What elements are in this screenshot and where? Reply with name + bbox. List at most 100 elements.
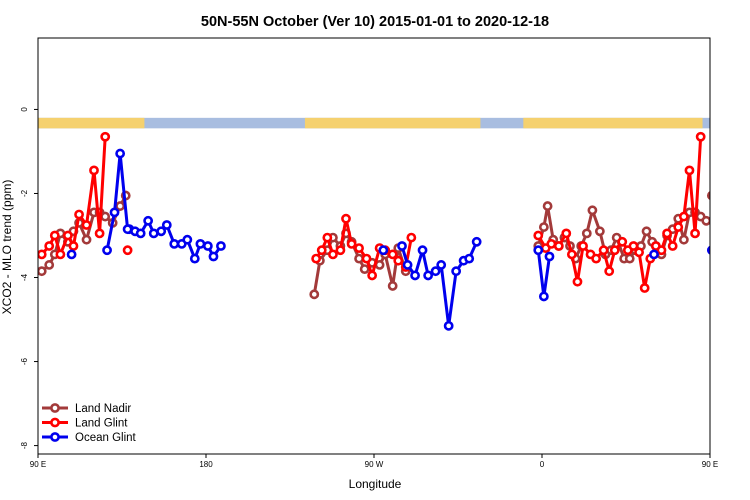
data-point	[578, 241, 588, 251]
data-point	[335, 245, 346, 256]
x-tick-label: 0	[540, 460, 545, 469]
data-point	[678, 234, 689, 245]
data-point	[639, 283, 650, 293]
data-point	[587, 205, 598, 216]
data-point	[189, 253, 200, 264]
axes: 90 E 180 90 W 0 90 E 0 -2 -4 -6 -8	[20, 107, 718, 469]
data-point	[387, 249, 398, 260]
data-point	[346, 238, 357, 249]
legend-item: Ocean Glint	[42, 432, 137, 444]
data-point	[667, 241, 678, 251]
legend-marker	[50, 432, 60, 442]
data-point	[701, 215, 710, 226]
data-point	[594, 226, 605, 237]
data-point	[406, 232, 417, 243]
data-point	[115, 148, 126, 159]
data-point	[378, 245, 389, 256]
data-point	[102, 245, 112, 256]
data-point	[673, 222, 684, 232]
data-point	[156, 226, 167, 237]
data-point	[81, 234, 92, 245]
data-point	[208, 251, 219, 262]
data-point	[122, 224, 133, 235]
data-point	[55, 249, 66, 260]
data-point	[122, 245, 133, 256]
series-layer	[38, 131, 747, 331]
data-point	[135, 228, 146, 239]
data-point	[544, 251, 555, 262]
data-point	[471, 236, 482, 247]
y-tick-label: 0	[20, 107, 29, 112]
data-point	[542, 201, 553, 211]
data-point	[410, 270, 420, 281]
data-point	[740, 230, 747, 237]
data-point	[316, 245, 327, 256]
data-point	[678, 211, 689, 222]
data-point	[393, 255, 404, 266]
data-point	[716, 209, 723, 216]
data-point	[89, 165, 99, 176]
data-point	[628, 241, 639, 251]
data-point	[624, 253, 635, 264]
data-point	[436, 260, 447, 270]
data-point	[656, 245, 667, 256]
data-point	[684, 165, 695, 176]
data-point	[354, 243, 364, 254]
data-point	[341, 213, 351, 224]
data-point	[100, 131, 111, 142]
legend-marker	[50, 403, 60, 413]
data-point	[553, 241, 564, 251]
legend-label: Ocean Glint	[75, 432, 137, 444]
data-point	[169, 238, 180, 249]
data-point	[690, 228, 700, 239]
data-point	[581, 228, 592, 239]
data-point	[634, 247, 644, 258]
data-point	[695, 131, 706, 142]
series-land-glint	[38, 131, 726, 293]
data-point	[533, 245, 544, 256]
legend-label: Land Glint	[75, 418, 128, 430]
land-strip	[523, 117, 703, 129]
data-point	[591, 253, 602, 264]
data-point	[451, 266, 462, 277]
x-axis-label: Longitude	[349, 477, 402, 491]
data-point	[719, 247, 726, 254]
x-tick-label: 180	[199, 460, 213, 469]
data-point	[721, 150, 728, 157]
data-point	[443, 320, 454, 331]
y-axis-label: XCO2 - MLO trend (ppm)	[0, 180, 14, 315]
data-point	[322, 232, 333, 243]
data-point	[533, 230, 544, 241]
series-line	[536, 135, 703, 290]
data-point	[706, 191, 710, 201]
data-point	[402, 260, 413, 270]
data-point	[361, 253, 372, 264]
y-tick-label: -2	[20, 189, 29, 197]
data-point	[417, 245, 428, 256]
data-point	[641, 226, 652, 237]
data-point	[423, 270, 434, 281]
data-point	[38, 266, 47, 277]
land-strip	[38, 117, 145, 129]
chart-title: 50N-55N October (Ver 10) 2015-01-01 to 2…	[201, 14, 549, 30]
data-point	[216, 241, 226, 251]
data-point	[561, 228, 572, 239]
series-line	[105, 152, 130, 252]
data-point	[81, 220, 92, 230]
data-point	[354, 253, 364, 264]
data-point	[649, 249, 659, 260]
data-point	[148, 228, 159, 239]
data-point	[572, 276, 583, 287]
data-point	[44, 241, 55, 251]
data-point	[662, 228, 672, 239]
data-point	[94, 228, 105, 239]
data-point	[161, 220, 172, 230]
data-point	[68, 241, 79, 251]
data-point	[464, 253, 475, 264]
data-point	[100, 211, 111, 222]
data-point	[546, 238, 557, 249]
data-point	[397, 241, 407, 251]
data-point	[44, 260, 55, 270]
series-line	[400, 240, 479, 328]
